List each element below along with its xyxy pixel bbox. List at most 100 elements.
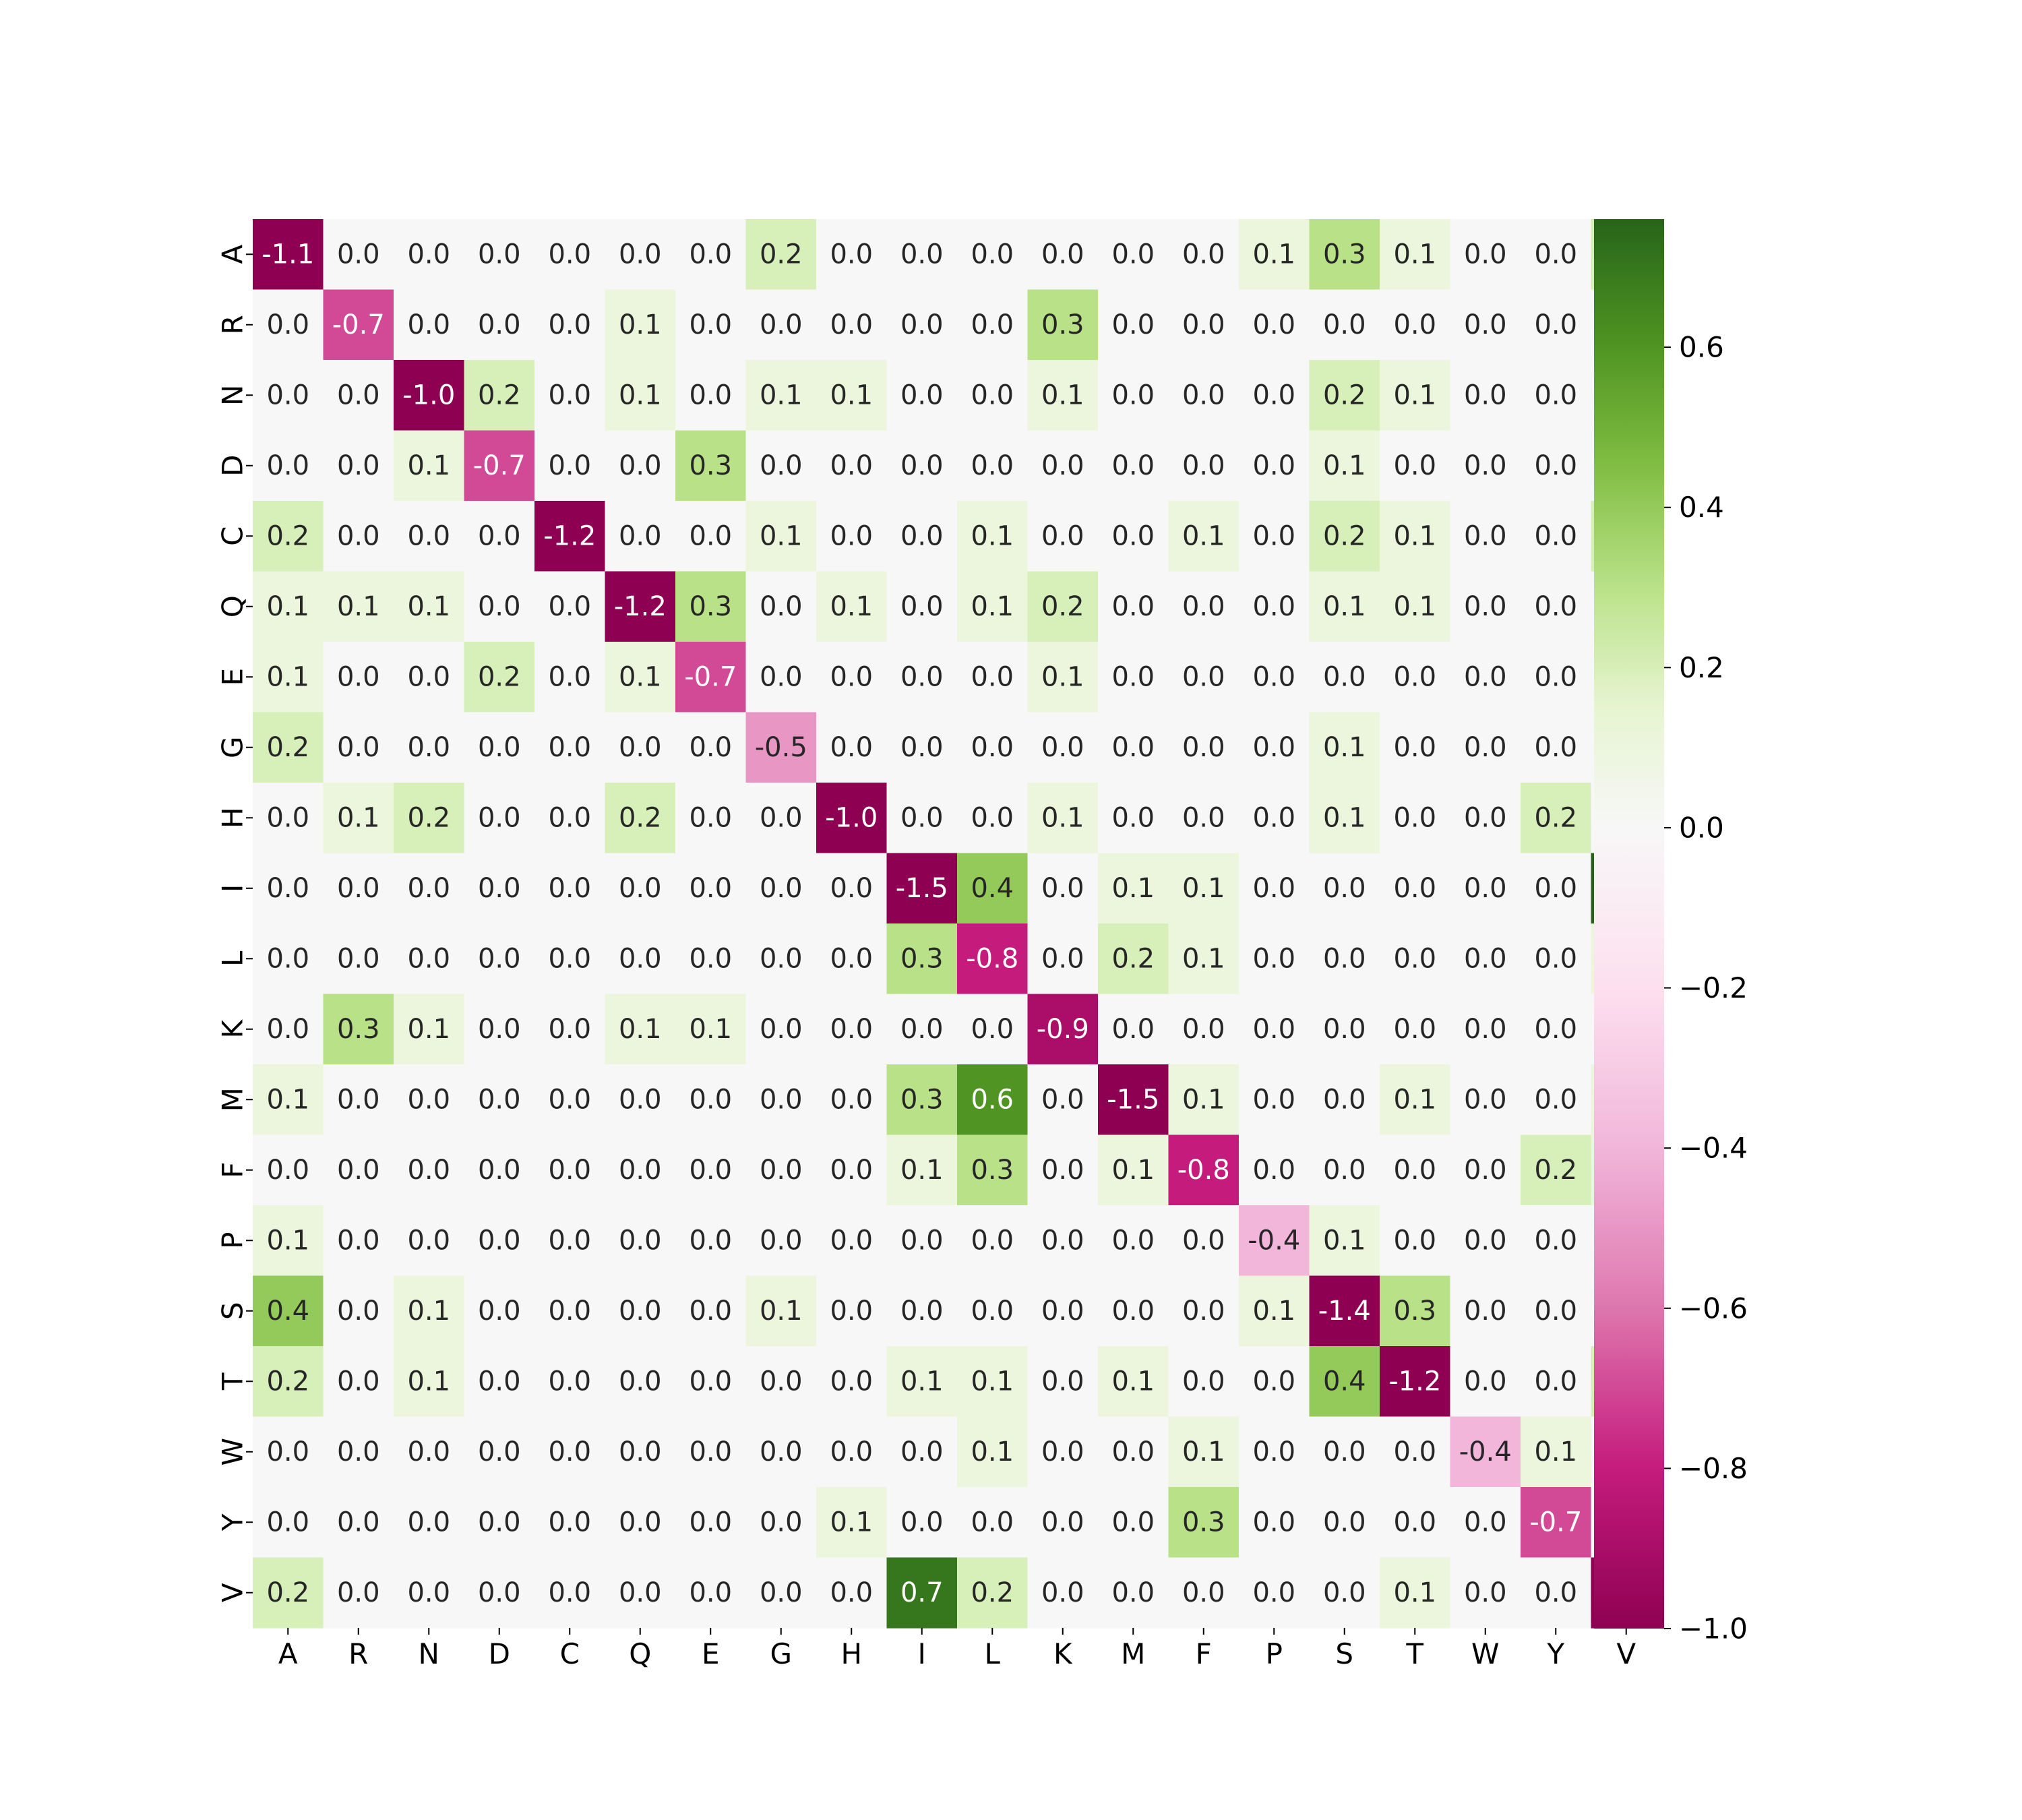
heatmap-cell-N-G xyxy=(745,360,817,431)
cell-value-S-A: 0.4 xyxy=(266,1296,309,1327)
heatmap-cell-T-E xyxy=(675,1346,747,1418)
heatmap-cell-H-M xyxy=(1098,783,1169,854)
y-tick-label: L xyxy=(216,950,249,967)
cell-value-K-Q: 0.1 xyxy=(619,1014,662,1045)
heatmap-cell-F-H xyxy=(816,1134,888,1206)
cell-value-K-S: 0.0 xyxy=(1323,1014,1366,1045)
cell-value-A-F: 0.0 xyxy=(1182,239,1225,270)
heatmap-cell-P-N xyxy=(394,1205,465,1277)
cell-value-G-M: 0.0 xyxy=(1111,732,1155,763)
cell-value-A-P: 0.1 xyxy=(1252,239,1295,270)
heatmap-cell-P-Y xyxy=(1521,1205,1592,1277)
cell-value-P-G: 0.0 xyxy=(760,1225,803,1256)
cell-value-C-S: 0.2 xyxy=(1323,520,1366,551)
cell-value-I-W: 0.0 xyxy=(1464,873,1507,904)
y-tick-label: T xyxy=(216,1372,249,1391)
y-tick-label: H xyxy=(216,807,249,828)
heatmap-cell-I-H xyxy=(816,853,888,924)
cell-value-F-L: 0.3 xyxy=(971,1155,1014,1186)
cell-value-I-G: 0.0 xyxy=(760,873,803,904)
heatmap-cell-K-A xyxy=(253,994,324,1065)
cell-value-G-D: 0.0 xyxy=(478,732,521,763)
cell-value-C-C: -1.2 xyxy=(543,520,596,551)
cell-value-H-F: 0.0 xyxy=(1182,802,1225,833)
heatmap-cell-E-K xyxy=(1027,642,1099,713)
cell-value-V-A: 0.2 xyxy=(266,1577,309,1608)
heatmap-cell-G-Q xyxy=(605,712,676,783)
heatmap-cell-F-M xyxy=(1098,1134,1169,1206)
cell-value-W-I: 0.0 xyxy=(900,1436,944,1467)
heatmap-cell-I-A xyxy=(253,853,324,924)
heatmap-cell-I-G xyxy=(745,853,817,924)
heatmap-cell-V-Q xyxy=(605,1557,676,1629)
heatmap-cell-F-R xyxy=(323,1134,394,1206)
cell-value-A-I: 0.0 xyxy=(900,239,944,270)
cell-value-V-E: 0.0 xyxy=(689,1577,732,1608)
heatmap-cell-Y-I xyxy=(886,1487,958,1558)
cell-value-W-R: 0.0 xyxy=(337,1436,380,1467)
heatmap-cell-C-S xyxy=(1309,501,1380,572)
heatmap-cell-W-K xyxy=(1027,1416,1099,1488)
heatmap-cell-C-T xyxy=(1380,501,1451,572)
heatmap-cell-S-K xyxy=(1027,1275,1099,1347)
heatmap-cell-A-G xyxy=(745,219,817,291)
cell-value-D-F: 0.0 xyxy=(1182,450,1225,481)
cell-value-N-A: 0.0 xyxy=(266,380,309,411)
heatmap-cell-F-S xyxy=(1309,1134,1380,1206)
cell-value-N-K: 0.1 xyxy=(1041,380,1084,411)
cell-value-Q-P: 0.0 xyxy=(1252,591,1295,622)
heatmap-cell-H-E xyxy=(675,783,747,854)
cell-value-I-M: 0.1 xyxy=(1111,873,1155,904)
cell-value-V-W: 0.0 xyxy=(1464,1577,1507,1608)
cell-value-E-C: 0.0 xyxy=(548,661,591,692)
cell-value-N-D: 0.2 xyxy=(478,380,521,411)
heatmap-cell-A-H xyxy=(816,219,888,291)
colorbar-tick-label: −1.0 xyxy=(1679,1612,1748,1645)
heatmap-cell-T-P xyxy=(1239,1346,1310,1418)
cell-value-A-D: 0.0 xyxy=(478,239,521,270)
heatmap-cell-M-W xyxy=(1450,1064,1521,1136)
heatmap-cell-A-C xyxy=(534,219,606,291)
cell-value-Y-E: 0.0 xyxy=(689,1507,732,1538)
heatmap-cell-E-H xyxy=(816,642,888,713)
cell-value-Q-R: 0.1 xyxy=(337,591,380,622)
heatmap-cell-D-D xyxy=(464,430,535,502)
cell-value-V-M: 0.0 xyxy=(1111,1577,1155,1608)
heatmap-cell-Q-E xyxy=(675,571,747,642)
heatmap-cell-D-Y xyxy=(1521,430,1592,502)
heatmap-cell-Y-N xyxy=(394,1487,465,1558)
heatmap-cell-H-K xyxy=(1027,783,1099,854)
heatmap-cell-A-S xyxy=(1309,219,1380,291)
x-tick-label: T xyxy=(1405,1637,1423,1670)
heatmap-cell-Q-I xyxy=(886,571,958,642)
heatmap-cell-E-M xyxy=(1098,642,1169,713)
cell-value-Q-C: 0.0 xyxy=(548,591,591,622)
heatmap-cell-I-N xyxy=(394,853,465,924)
cell-value-K-A: 0.0 xyxy=(266,1014,309,1045)
cell-value-S-H: 0.0 xyxy=(830,1296,873,1327)
cell-value-N-T: 0.1 xyxy=(1393,380,1436,411)
cell-value-R-L: 0.0 xyxy=(971,309,1014,340)
cell-value-Y-M: 0.0 xyxy=(1111,1507,1155,1538)
cell-value-E-D: 0.2 xyxy=(478,661,521,692)
cell-value-N-M: 0.0 xyxy=(1111,380,1155,411)
cell-value-D-Y: 0.0 xyxy=(1534,450,1577,481)
cell-value-I-N: 0.0 xyxy=(407,873,450,904)
heatmap-cell-E-E xyxy=(675,642,747,713)
heatmap-cell-P-C xyxy=(534,1205,606,1277)
heatmap-cell-V-F xyxy=(1168,1557,1239,1629)
heatmap-cell-T-W xyxy=(1450,1346,1521,1418)
y-tick-label: V xyxy=(216,1583,249,1602)
heatmap-cell-M-Y xyxy=(1521,1064,1592,1136)
cell-value-K-K: -0.9 xyxy=(1037,1014,1089,1045)
cell-value-D-D: -0.7 xyxy=(473,450,526,481)
heatmap-cell-M-F xyxy=(1168,1064,1239,1136)
heatmap-cell-R-W xyxy=(1450,289,1521,361)
cell-value-S-E: 0.0 xyxy=(689,1296,732,1327)
cell-value-G-E: 0.0 xyxy=(689,732,732,763)
heatmap-cell-W-P xyxy=(1239,1416,1310,1488)
cell-value-Y-F: 0.3 xyxy=(1182,1507,1225,1538)
heatmap-cell-N-S xyxy=(1309,360,1380,431)
heatmap-cell-R-G xyxy=(745,289,817,361)
cell-value-N-I: 0.0 xyxy=(900,380,944,411)
